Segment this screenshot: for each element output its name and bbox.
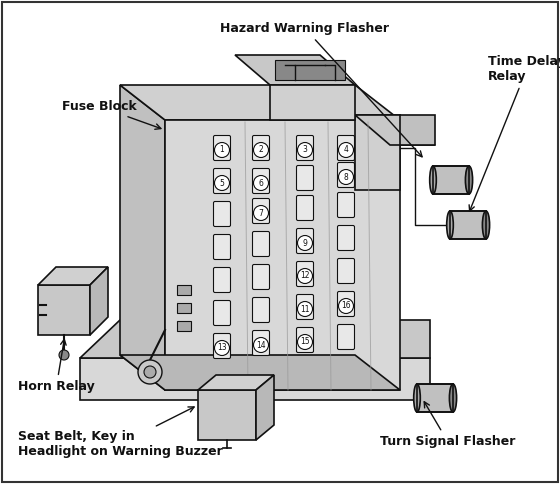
Circle shape — [254, 176, 268, 191]
Circle shape — [338, 299, 353, 314]
Polygon shape — [120, 85, 400, 120]
Circle shape — [214, 341, 230, 356]
FancyBboxPatch shape — [296, 294, 314, 319]
Polygon shape — [90, 267, 108, 335]
FancyBboxPatch shape — [338, 324, 354, 349]
Ellipse shape — [447, 211, 453, 239]
Polygon shape — [80, 358, 430, 400]
FancyBboxPatch shape — [253, 331, 269, 356]
Circle shape — [297, 236, 312, 251]
Polygon shape — [355, 115, 400, 190]
Circle shape — [254, 337, 268, 352]
Polygon shape — [433, 166, 469, 194]
FancyBboxPatch shape — [296, 261, 314, 287]
Ellipse shape — [430, 166, 436, 194]
Circle shape — [338, 142, 353, 157]
Text: 11: 11 — [300, 304, 310, 314]
Circle shape — [297, 142, 312, 157]
FancyBboxPatch shape — [213, 136, 231, 161]
Circle shape — [338, 169, 353, 184]
Circle shape — [59, 350, 69, 360]
Text: Seat Belt, Key in
Headlight on Warning Buzzer: Seat Belt, Key in Headlight on Warning B… — [18, 407, 223, 458]
Ellipse shape — [449, 384, 456, 412]
Polygon shape — [355, 115, 435, 145]
Polygon shape — [38, 285, 90, 335]
Text: 5: 5 — [220, 179, 225, 187]
Text: 13: 13 — [217, 344, 227, 352]
Circle shape — [297, 334, 312, 349]
Polygon shape — [177, 285, 191, 295]
Polygon shape — [120, 85, 165, 390]
FancyBboxPatch shape — [338, 258, 354, 284]
Circle shape — [254, 142, 268, 157]
Polygon shape — [275, 60, 345, 80]
Circle shape — [138, 360, 162, 384]
Polygon shape — [198, 375, 274, 390]
FancyBboxPatch shape — [213, 235, 231, 259]
Text: 6: 6 — [259, 179, 263, 187]
FancyBboxPatch shape — [296, 166, 314, 191]
Polygon shape — [417, 384, 453, 412]
Text: 15: 15 — [300, 337, 310, 347]
Text: Turn Signal Flasher: Turn Signal Flasher — [380, 402, 515, 448]
FancyBboxPatch shape — [253, 168, 269, 194]
Polygon shape — [256, 375, 274, 440]
Polygon shape — [80, 320, 430, 358]
Text: 4: 4 — [344, 146, 348, 154]
Text: Fuse Block: Fuse Block — [62, 100, 161, 129]
Circle shape — [214, 142, 230, 157]
Text: Hazard Warning Flasher: Hazard Warning Flasher — [221, 22, 422, 157]
Text: 14: 14 — [256, 341, 266, 349]
Text: 3: 3 — [302, 146, 307, 154]
Text: 2: 2 — [259, 146, 263, 154]
Text: 1: 1 — [220, 146, 225, 154]
Text: 9: 9 — [302, 239, 307, 247]
FancyBboxPatch shape — [338, 226, 354, 251]
Text: 8: 8 — [344, 172, 348, 182]
FancyBboxPatch shape — [253, 198, 269, 224]
Polygon shape — [235, 55, 355, 85]
FancyBboxPatch shape — [253, 264, 269, 289]
Circle shape — [297, 269, 312, 284]
Polygon shape — [270, 85, 355, 120]
FancyBboxPatch shape — [338, 136, 354, 161]
Polygon shape — [120, 355, 400, 390]
Text: 16: 16 — [341, 302, 351, 311]
FancyBboxPatch shape — [296, 328, 314, 352]
FancyBboxPatch shape — [213, 333, 231, 359]
Ellipse shape — [465, 166, 473, 194]
FancyBboxPatch shape — [296, 196, 314, 221]
Circle shape — [144, 366, 156, 378]
Text: 12: 12 — [300, 272, 310, 281]
Polygon shape — [177, 321, 191, 331]
FancyBboxPatch shape — [296, 228, 314, 254]
FancyBboxPatch shape — [296, 136, 314, 161]
Circle shape — [254, 206, 268, 221]
Text: Horn Relay: Horn Relay — [18, 339, 95, 393]
Polygon shape — [165, 120, 400, 390]
Polygon shape — [177, 303, 191, 313]
FancyBboxPatch shape — [338, 163, 354, 187]
Polygon shape — [198, 390, 256, 440]
FancyBboxPatch shape — [253, 136, 269, 161]
Text: Time Delay
Relay: Time Delay Relay — [469, 55, 560, 211]
Ellipse shape — [482, 211, 489, 239]
FancyBboxPatch shape — [253, 231, 269, 257]
FancyBboxPatch shape — [213, 201, 231, 227]
Polygon shape — [38, 267, 108, 285]
FancyBboxPatch shape — [213, 301, 231, 326]
FancyBboxPatch shape — [213, 168, 231, 194]
FancyBboxPatch shape — [338, 193, 354, 217]
Circle shape — [297, 302, 312, 317]
FancyBboxPatch shape — [338, 291, 354, 317]
Polygon shape — [450, 211, 486, 239]
FancyBboxPatch shape — [253, 298, 269, 322]
Polygon shape — [400, 115, 435, 145]
Text: 7: 7 — [259, 209, 263, 217]
Circle shape — [214, 176, 230, 191]
Ellipse shape — [414, 384, 421, 412]
FancyBboxPatch shape — [213, 268, 231, 292]
